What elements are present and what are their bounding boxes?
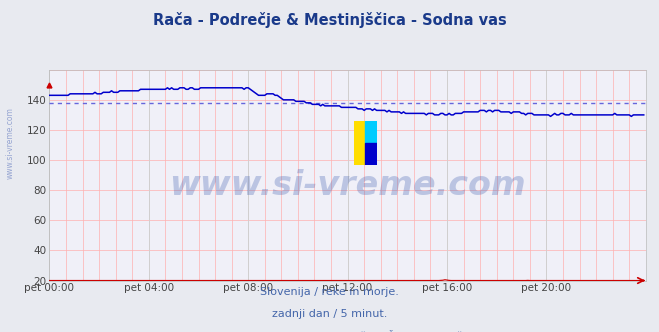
Text: www.si-vreme.com: www.si-vreme.com	[169, 169, 526, 202]
Bar	[365, 143, 377, 165]
Bar	[365, 122, 377, 143]
Text: Slovenija / reke in morje.: Slovenija / reke in morje.	[260, 287, 399, 297]
Text: zadnji dan / 5 minut.: zadnji dan / 5 minut.	[272, 309, 387, 319]
Text: Meritve: trenutne  Enote: metrične  Črta: povprečje: Meritve: trenutne Enote: metrične Črta: …	[186, 330, 473, 332]
Bar	[354, 122, 365, 165]
Text: www.si-vreme.com: www.si-vreme.com	[5, 107, 14, 179]
Text: Rača - Podrečje & Mestinjščica - Sodna vas: Rača - Podrečje & Mestinjščica - Sodna v…	[153, 12, 506, 28]
